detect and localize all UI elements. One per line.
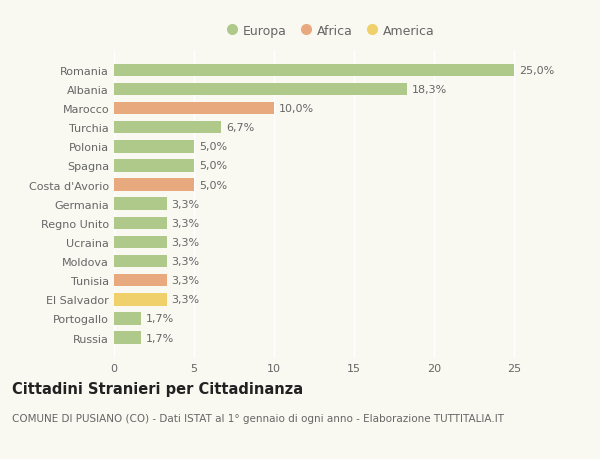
Bar [114, 255, 167, 268]
Bar [114, 179, 194, 191]
Text: 5,0%: 5,0% [199, 161, 227, 171]
Bar [114, 198, 167, 211]
Text: 25,0%: 25,0% [519, 66, 554, 76]
Bar [114, 141, 194, 153]
Bar [114, 313, 141, 325]
Text: 18,3%: 18,3% [412, 85, 447, 95]
Text: 3,3%: 3,3% [172, 218, 200, 228]
Text: 5,0%: 5,0% [199, 180, 227, 190]
Text: 3,3%: 3,3% [172, 237, 200, 247]
Text: 1,7%: 1,7% [146, 314, 174, 324]
Bar [114, 160, 194, 172]
Text: 10,0%: 10,0% [279, 104, 314, 114]
Text: 6,7%: 6,7% [226, 123, 254, 133]
Text: 3,3%: 3,3% [172, 295, 200, 305]
Bar [114, 84, 407, 96]
Bar [114, 64, 514, 77]
Bar [114, 274, 167, 287]
Text: 3,3%: 3,3% [172, 257, 200, 267]
Text: 1,7%: 1,7% [146, 333, 174, 343]
Text: 3,3%: 3,3% [172, 199, 200, 209]
Bar [114, 103, 274, 115]
Bar [114, 332, 141, 344]
Bar [114, 293, 167, 306]
Bar [114, 217, 167, 230]
Text: 5,0%: 5,0% [199, 142, 227, 152]
Bar [114, 236, 167, 249]
Text: COMUNE DI PUSIANO (CO) - Dati ISTAT al 1° gennaio di ogni anno - Elaborazione TU: COMUNE DI PUSIANO (CO) - Dati ISTAT al 1… [12, 413, 504, 423]
Text: 3,3%: 3,3% [172, 275, 200, 285]
Legend: Europa, Africa, America: Europa, Africa, America [221, 20, 439, 43]
Text: Cittadini Stranieri per Cittadinanza: Cittadini Stranieri per Cittadinanza [12, 381, 303, 396]
Bar [114, 122, 221, 134]
